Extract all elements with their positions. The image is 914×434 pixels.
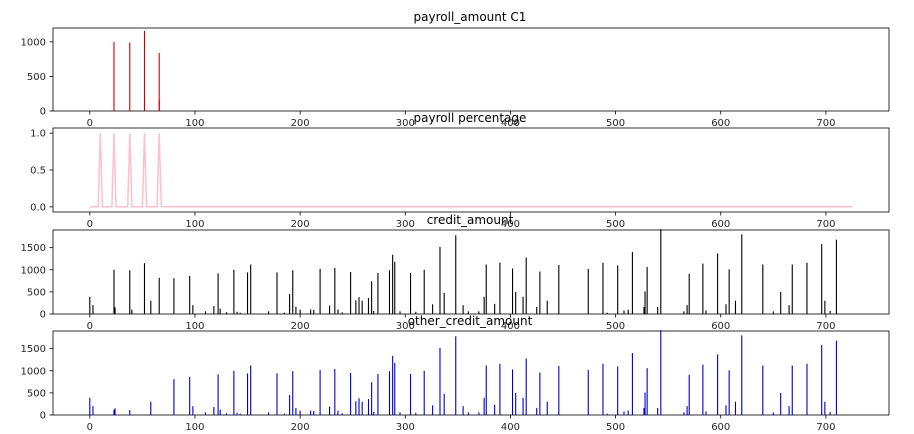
subplot-payroll-percentage: payroll percentage 0 100 200 300 400 500 600 70… bbox=[30, 111, 890, 230]
bar-marks bbox=[113, 30, 160, 111]
y-tick-label: 0.5 bbox=[30, 166, 46, 177]
plot-area bbox=[52, 229, 890, 315]
y-tick-label: 1.0 bbox=[30, 129, 46, 140]
x-tick-label: 600 bbox=[711, 422, 730, 430]
x-tick-label: 700 bbox=[816, 422, 835, 430]
x-tick-label: 0 bbox=[87, 321, 93, 332]
y-tick-label: 0 bbox=[40, 310, 46, 321]
y-axis: 0 500 1000 1500 bbox=[21, 344, 53, 422]
bar-marks bbox=[89, 229, 837, 314]
chart-title: payroll_amount C1 bbox=[414, 10, 527, 24]
plot-area bbox=[52, 27, 890, 112]
x-tick-label: 100 bbox=[185, 118, 204, 129]
subplot-other-credit-amount: other_credit_amount 0 100 200 300 400 500 600 7… bbox=[21, 314, 890, 433]
x-axis: 0 100 200 300 400 500 600 700 bbox=[87, 415, 835, 433]
x-tick-label: 700 bbox=[816, 219, 835, 230]
chart-title: credit_amount bbox=[427, 213, 514, 227]
x-tick-label: 400 bbox=[501, 321, 520, 332]
y-axis: 0 500 1000 bbox=[21, 37, 53, 118]
x-tick-label: 200 bbox=[291, 219, 310, 230]
x-tick-label: 400 bbox=[501, 422, 520, 430]
x-tick-label: 300 bbox=[396, 219, 415, 230]
series-line bbox=[89, 133, 853, 208]
y-tick-label: 500 bbox=[27, 72, 46, 83]
x-tick-label: 600 bbox=[711, 219, 730, 230]
y-tick-label: 1500 bbox=[21, 243, 46, 254]
y-tick-label: 0 bbox=[40, 411, 46, 422]
x-tick-label: 200 bbox=[291, 422, 310, 430]
x-tick-label: 500 bbox=[606, 219, 625, 230]
plot-area bbox=[52, 127, 890, 213]
x-tick-label: 400 bbox=[501, 118, 520, 129]
x-tick-label: 300 bbox=[396, 118, 415, 129]
bar-marks bbox=[89, 330, 837, 415]
subplot-payroll-amount: payroll_amount C1 0 100 200 300 400 500 600 700… bbox=[21, 10, 890, 129]
line-marks bbox=[89, 133, 853, 208]
y-tick-label: 500 bbox=[27, 287, 46, 298]
subplot-credit-amount: credit_amount 0 100 200 300 400 500 600 700 0 50… bbox=[21, 213, 890, 332]
x-tick-label: 300 bbox=[396, 321, 415, 332]
x-tick-label: 300 bbox=[396, 422, 415, 430]
x-tick-label: 100 bbox=[185, 321, 204, 332]
x-tick-label: 500 bbox=[606, 422, 625, 430]
y-tick-label: 0.0 bbox=[30, 202, 46, 213]
y-tick-label: 1000 bbox=[21, 366, 46, 377]
y-axis: 0.0 0.5 1.0 bbox=[30, 129, 53, 213]
x-tick-label: 700 bbox=[816, 118, 835, 129]
x-tick-label: 200 bbox=[291, 321, 310, 332]
x-tick-label: 0 bbox=[87, 219, 93, 230]
x-tick-label: 100 bbox=[185, 422, 204, 430]
y-tick-label: 1500 bbox=[21, 344, 46, 355]
x-axis: 0 100 200 300 400 500 600 700 bbox=[87, 314, 835, 332]
y-tick-label: 1000 bbox=[21, 265, 46, 276]
x-tick-label: 500 bbox=[606, 118, 625, 129]
x-axis: 0 100 200 300 400 500 600 700 bbox=[87, 111, 835, 129]
y-tick-label: 0 bbox=[40, 107, 46, 118]
y-tick-label: 1000 bbox=[21, 37, 46, 48]
y-axis: 0 500 1000 1500 bbox=[21, 243, 53, 321]
x-tick-label: 700 bbox=[816, 321, 835, 332]
x-tick-label: 200 bbox=[291, 118, 310, 129]
x-tick-label: 400 bbox=[501, 219, 520, 230]
plot-area bbox=[52, 330, 890, 416]
x-tick-label: 600 bbox=[711, 321, 730, 332]
y-tick-label: 500 bbox=[27, 388, 46, 399]
x-tick-label: 600 bbox=[711, 118, 730, 129]
x-tick-label: 500 bbox=[606, 321, 625, 332]
chart-title: payroll percentage bbox=[414, 111, 527, 125]
x-tick-label: 0 bbox=[87, 422, 93, 430]
x-axis: 0 100 200 300 400 500 600 700 bbox=[87, 212, 835, 230]
x-tick-label: 0 bbox=[87, 118, 93, 129]
chart-title: other_credit_amount bbox=[408, 314, 533, 328]
x-tick-label: 100 bbox=[185, 219, 204, 230]
